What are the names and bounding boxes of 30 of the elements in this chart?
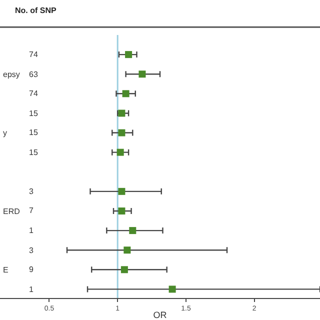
- annotation: 3: [29, 187, 34, 196]
- annotation: 9: [29, 265, 34, 274]
- point: [118, 129, 126, 136]
- point: [124, 246, 131, 254]
- annotation: 3: [29, 246, 34, 255]
- point: [122, 90, 130, 98]
- point: [125, 51, 132, 58]
- point: [168, 286, 176, 293]
- x-axis-title: OR: [153, 310, 168, 320]
- annotation: 15: [29, 148, 38, 157]
- annotation: 74: [29, 50, 38, 59]
- point: [118, 207, 126, 214]
- y-tick-label: ERD: [3, 206, 20, 216]
- annotation: 15: [29, 109, 38, 118]
- point: [120, 266, 128, 274]
- point: [129, 227, 136, 234]
- annotation: 15: [29, 128, 38, 137]
- annotation: 63: [29, 70, 38, 79]
- y-tick-label: epsy: [3, 70, 20, 79]
- point: [138, 70, 146, 78]
- point: [118, 110, 126, 117]
- text: No. of SNP: [15, 6, 57, 15]
- annotation: 7: [29, 206, 34, 215]
- point: [118, 188, 126, 195]
- annotation: 1: [29, 226, 34, 235]
- annotation: 74: [29, 89, 38, 98]
- y-tick-label: E: [3, 265, 8, 274]
- y-tick-label: y: [3, 128, 7, 138]
- annotation: 1: [29, 285, 34, 294]
- point: [116, 148, 124, 156]
